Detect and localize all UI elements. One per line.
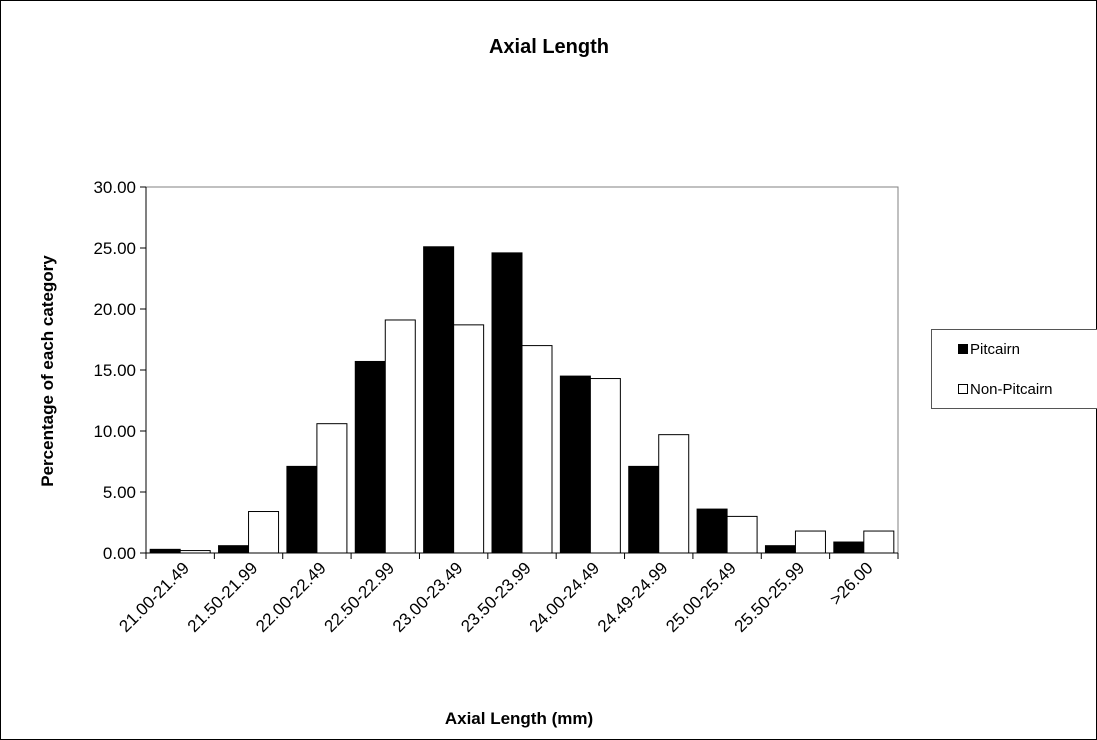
bar-non-pitcairn — [726, 515, 758, 554]
chart-title: Axial Length — [489, 36, 609, 58]
bar-pitcairn — [696, 508, 728, 554]
x-tick-label: 25.00-25.49 — [662, 558, 740, 636]
bar-pitcairn — [354, 360, 386, 554]
bar-pitcairn — [286, 465, 318, 554]
bar-non-pitcairn — [248, 511, 280, 554]
bar-non-pitcairn — [794, 530, 826, 554]
x-tick-label: >26.00 — [826, 558, 877, 609]
bar-pitcairn — [218, 545, 250, 554]
bar-non-pitcairn — [384, 319, 416, 554]
x-axis-title: Axial Length (mm) — [445, 709, 593, 728]
legend-swatch-pitcairn — [958, 344, 968, 354]
plot-area: 0.00 5.00 10.00 15.00 20.00 25.00 30.00 21.00-2… — [93, 178, 899, 636]
x-tick-label: 24.49-24.99 — [594, 558, 672, 636]
x-tick-label: 22.00-22.49 — [252, 558, 330, 636]
bar-non-pitcairn — [589, 378, 621, 554]
bar-pitcairn — [559, 375, 591, 554]
y-tick-label: 0.00 — [103, 544, 136, 563]
x-tick-label: 24.00-24.49 — [526, 558, 604, 636]
bar-pitcairn — [149, 548, 181, 554]
legend-swatch-non-pitcairn — [958, 384, 968, 394]
bar-pitcairn — [423, 246, 455, 554]
bar-non-pitcairn — [658, 434, 690, 554]
bar-non-pitcairn — [316, 423, 348, 554]
x-tick-label: 21.00-21.49 — [115, 558, 193, 636]
x-tick-label: 21.50-21.99 — [184, 558, 262, 636]
x-tick-label: 23.00-23.49 — [389, 558, 467, 636]
bar-non-pitcairn — [453, 324, 485, 554]
x-tick-label: 25.50-25.99 — [731, 558, 809, 636]
bar-pitcairn — [491, 252, 523, 554]
y-tick-label: 5.00 — [103, 483, 136, 502]
x-tick-label: 23.50-23.99 — [457, 558, 535, 636]
legend-item-non-pitcairn: Non-Pitcairn — [958, 380, 1053, 398]
legend-item-pitcairn: Pitcairn — [958, 340, 1020, 358]
y-tick-label: 10.00 — [93, 422, 136, 441]
bar-pitcairn — [764, 545, 796, 554]
bar-pitcairn — [628, 465, 660, 554]
bar-non-pitcairn — [521, 345, 553, 554]
bar-pitcairn — [833, 541, 865, 554]
legend: Pitcairn Non-Pitcairn — [931, 329, 1097, 409]
y-tick-label: 25.00 — [93, 239, 136, 258]
y-axis-title: Percentage of each category — [38, 255, 57, 487]
bar-non-pitcairn — [863, 530, 895, 554]
y-tick-label: 15.00 — [93, 361, 136, 380]
legend-label-pitcairn: Pitcairn — [970, 340, 1021, 358]
y-tick-label: 30.00 — [93, 178, 136, 197]
x-tick-label: 22.50-22.99 — [320, 558, 398, 636]
y-tick-label: 20.00 — [93, 300, 136, 319]
legend-label-non-pitcairn: Non-Pitcairn — [970, 380, 1053, 398]
